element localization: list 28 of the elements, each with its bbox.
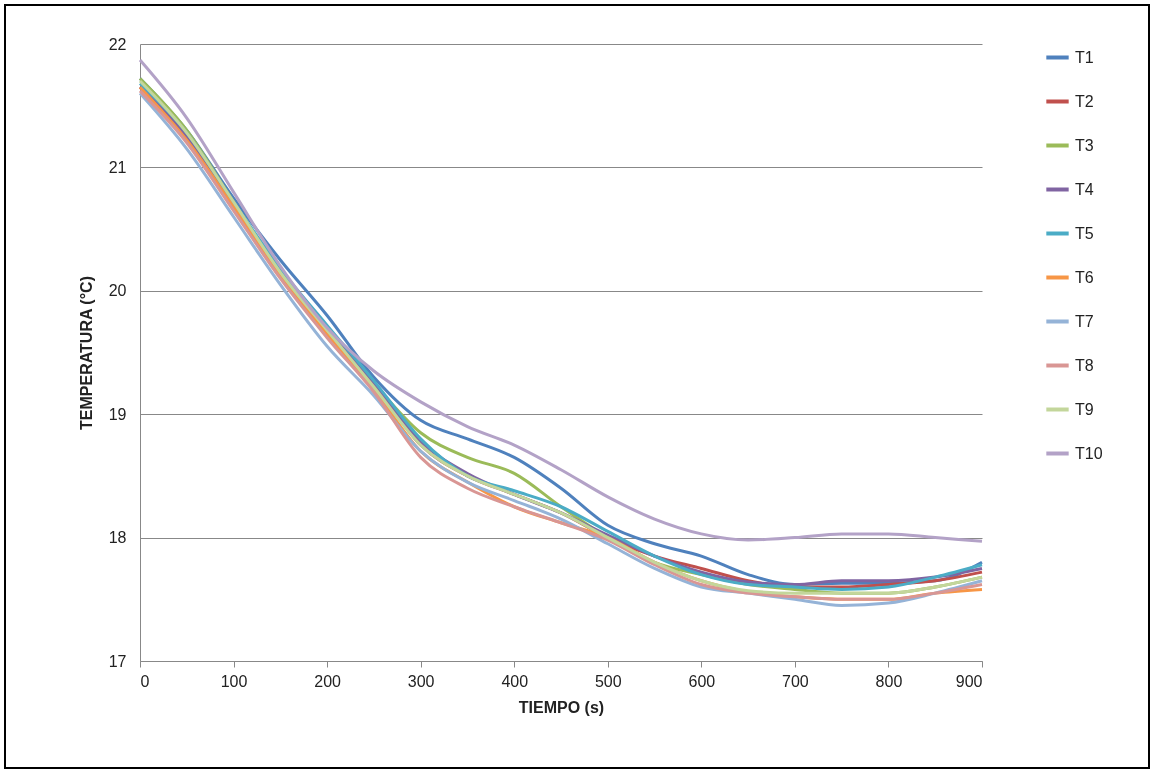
legend-label: T3 bbox=[1075, 136, 1094, 154]
y-tick-label: 17 bbox=[108, 652, 127, 670]
legend-label: T2 bbox=[1075, 92, 1094, 110]
x-tick-label: 400 bbox=[501, 672, 529, 690]
y-tick-label: 18 bbox=[108, 529, 127, 547]
legend-label: T7 bbox=[1075, 312, 1094, 330]
legend-label: T8 bbox=[1075, 356, 1094, 374]
legend-label: T6 bbox=[1075, 268, 1094, 286]
x-axis-title: TIEMPO (s) bbox=[518, 698, 605, 716]
y-tick-label: 22 bbox=[108, 35, 127, 53]
x-tick-label: 700 bbox=[782, 672, 809, 690]
y-tick-label: 19 bbox=[108, 405, 127, 423]
y-tick-label: 20 bbox=[108, 282, 127, 300]
x-tick-label: 500 bbox=[594, 672, 622, 690]
legend-label: T4 bbox=[1075, 180, 1094, 198]
legend-label: T5 bbox=[1075, 224, 1094, 242]
x-tick-label: 0 bbox=[140, 672, 150, 690]
y-axis-title: TEMPERATURA (°C) bbox=[77, 276, 95, 430]
x-tick-label: 600 bbox=[688, 672, 716, 690]
x-tick-label: 300 bbox=[407, 672, 435, 690]
x-tick-label: 900 bbox=[955, 672, 983, 690]
y-tick-label: 21 bbox=[108, 158, 127, 176]
legend-label: T10 bbox=[1075, 444, 1103, 462]
x-tick-label: 100 bbox=[220, 672, 248, 690]
legend-label: T9 bbox=[1075, 400, 1094, 418]
x-tick-label: 800 bbox=[875, 672, 903, 690]
x-tick-label: 200 bbox=[314, 672, 342, 690]
legend-label: T1 bbox=[1075, 48, 1094, 66]
